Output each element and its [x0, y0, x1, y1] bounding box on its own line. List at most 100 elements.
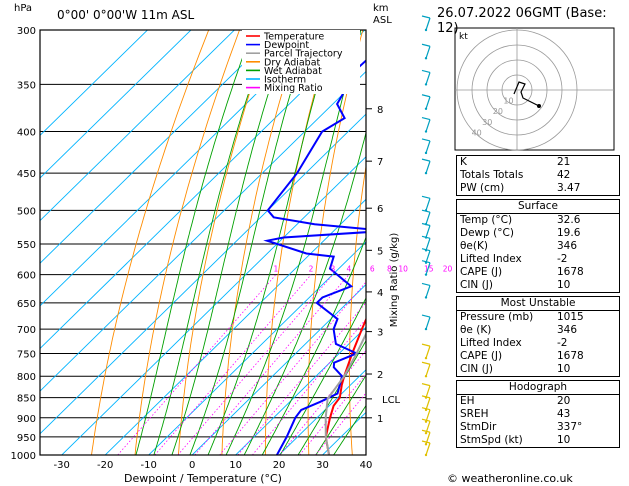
unstable-value: 1015	[557, 311, 584, 323]
wind-barb-base	[424, 431, 428, 435]
parcel-trajectory-line	[324, 331, 366, 455]
surface-value: 10	[557, 279, 571, 291]
mixing-ratio-line	[117, 274, 277, 455]
wind-barb	[425, 96, 431, 109]
hodo-label: StmSpd (kt)	[460, 434, 523, 446]
hodo-label: SREH	[460, 408, 489, 420]
unstable-row: Lifted Index -2	[457, 337, 619, 350]
pressure-tick-label: 750	[17, 349, 36, 360]
surface-label: θe(K)	[460, 240, 488, 252]
unstable-label: θe (K)	[460, 324, 492, 336]
pressure-tick-label: 350	[17, 80, 36, 91]
hodograph-ring-label: 10	[503, 97, 513, 106]
hodo-value: 10	[557, 434, 571, 446]
hodograph-trace	[513, 81, 540, 107]
location-label: 0°00' 0°00'W 11m ASL	[57, 8, 195, 22]
mixing-ratio-label: 3	[330, 265, 335, 274]
wind-barb-flag	[421, 43, 431, 47]
surface-label: Lifted Index	[460, 253, 522, 265]
hodo-row: EH 20	[457, 395, 619, 408]
wet-adiabat-line	[225, 30, 362, 455]
km-tick-label: 5	[377, 246, 383, 257]
surface-row: CAPE (J) 1678	[457, 266, 619, 279]
pressure-tick-label: 950	[17, 433, 36, 444]
pressure-tick-label: 450	[17, 169, 36, 180]
mixing-ratio-line	[279, 349, 366, 455]
mixing-ratio-line	[194, 274, 350, 455]
temp-tick-label: 10	[229, 460, 242, 471]
wind-barb	[425, 364, 431, 377]
lcl-label: LCL	[382, 395, 401, 406]
mixing-ratio-line	[154, 274, 312, 455]
mixing-ratio-line	[299, 373, 366, 455]
isotherm-line	[61, 156, 366, 455]
km-tick-label: 6	[377, 204, 383, 215]
wind-barb-flag	[421, 361, 431, 365]
wind-barb-flag	[421, 195, 431, 199]
wind-barb-base	[424, 453, 428, 457]
dry-adiabat-line	[177, 30, 271, 455]
unstable-value: -2	[557, 337, 568, 349]
wind-barb	[425, 285, 431, 298]
wind-barb-base	[424, 130, 428, 133]
hodo-row: StmDir 337°	[457, 421, 619, 434]
temp-tick-label: -30	[54, 460, 70, 471]
wind-barb-base	[424, 327, 428, 331]
pressure-tick-label: 400	[17, 128, 36, 139]
km-tick-label: 2	[377, 370, 383, 381]
wind-barb	[425, 238, 431, 251]
wind-barb-flag	[421, 407, 431, 411]
legend-label: Mixing Ratio	[264, 83, 323, 94]
index-row: Totals Totals 42	[457, 169, 619, 182]
pressure-tick-label: 550	[17, 240, 36, 251]
temp-tick-label: 30	[316, 460, 329, 471]
pressure-tick-label: 650	[17, 299, 36, 310]
unstable-row: CAPE (J) 1678	[457, 350, 619, 363]
mixing-ratio-label: 20	[443, 265, 453, 274]
wind-barb-flag	[421, 383, 431, 387]
wind-barb	[425, 225, 431, 238]
wind-barb-base	[424, 296, 428, 299]
wind-barb	[425, 316, 431, 330]
surface-value: 32.6	[557, 214, 581, 226]
date-label: 26.07.2022 06GMT (Base: 12)	[437, 6, 607, 36]
hodo-value: 43	[557, 408, 571, 420]
wet-adiabat-line	[243, 130, 366, 455]
wet-adiabat-line	[333, 404, 366, 455]
hodo-row: SREH 43	[457, 408, 619, 421]
wet-adiabat-line	[135, 30, 253, 455]
dry-adiabat-line	[91, 30, 210, 455]
legend-label: Dewpoint	[264, 40, 309, 51]
wind-barb	[425, 46, 431, 59]
wind-barb-flag	[421, 429, 431, 433]
wind-barb	[425, 160, 431, 174]
index-row: PW (cm) 3.47	[457, 182, 619, 195]
pressure-tick-label: 300	[17, 26, 36, 37]
wind-barb-flag	[421, 314, 431, 318]
wet-adiabat-line	[315, 374, 366, 455]
asl-label: ASL	[373, 15, 392, 26]
wind-barb-flag	[421, 69, 431, 73]
surface-value: 19.6	[557, 227, 581, 239]
surface-label: CAPE (J)	[460, 266, 503, 278]
pressure-tick-label: 600	[17, 271, 36, 282]
mixing-ratio-label: 4	[346, 265, 351, 274]
legend-label: Isotherm	[264, 75, 306, 86]
wet-adiabat-line	[189, 30, 311, 455]
unstable-section: Most Unstable Pressure (mb) 1015 θe (K) 34…	[456, 296, 620, 377]
unstable-row: Pressure (mb) 1015	[457, 311, 619, 324]
mixing-ratio-line	[177, 274, 334, 455]
wind-barb-base	[424, 443, 428, 446]
wind-barb-flag	[421, 235, 431, 239]
wind-barb	[425, 17, 431, 31]
wind-barb-flag	[421, 15, 431, 19]
isotherm-line	[40, 30, 236, 222]
pressure-tick-label: 800	[17, 372, 36, 383]
wet-adiabat-line	[279, 297, 366, 455]
unstable-row: CIN (J) 10	[457, 363, 619, 376]
mixing-ratio-line	[315, 392, 366, 455]
wind-barb-flag	[421, 116, 431, 121]
km-label: km	[373, 3, 389, 14]
wind-barb	[425, 250, 431, 263]
